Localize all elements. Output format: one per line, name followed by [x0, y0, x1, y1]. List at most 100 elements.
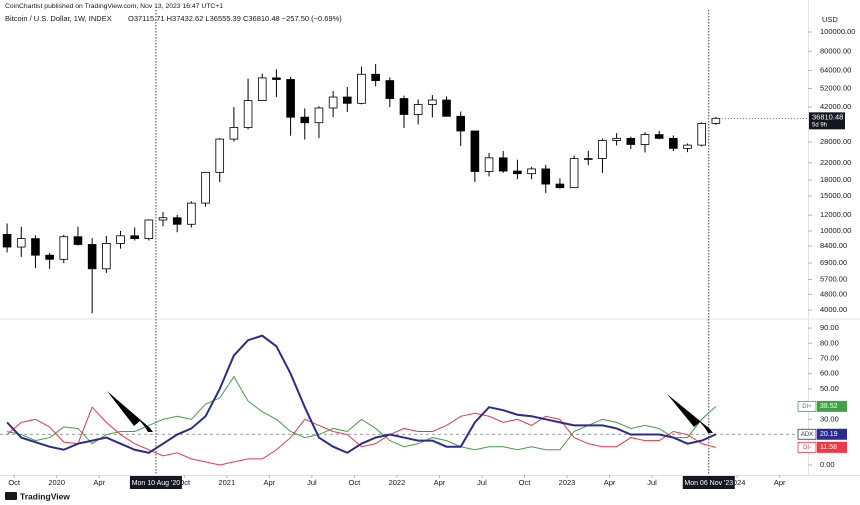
- candle-body: [640, 134, 650, 145]
- series-name: ADX: [801, 432, 813, 438]
- x-tick-label: Apr: [93, 478, 105, 487]
- candle-body: [385, 80, 395, 99]
- candle-body: [697, 123, 706, 146]
- series-name-box: [797, 428, 817, 440]
- x-tick-label: 2021: [218, 478, 235, 487]
- y-tick-label: 50.00: [820, 384, 839, 393]
- x-tick-label: Jul: [477, 478, 487, 487]
- candle-body: [102, 243, 111, 270]
- candle-body: [59, 236, 69, 260]
- candle-body: [187, 202, 196, 225]
- x-tick-label: Apr: [434, 478, 446, 487]
- series-value: 20.19: [820, 431, 838, 438]
- ohlc: O37115.71 H37432.62 L36555.39 C36810.48 …: [128, 14, 342, 23]
- candle-body: [215, 138, 225, 173]
- publisher: CoinChartist published on TradingView.co…: [5, 3, 223, 10]
- arrow: [667, 394, 713, 433]
- candle-body: [16, 238, 26, 248]
- y-tick-label: 0.00: [820, 460, 835, 469]
- y-tick-label: 22000.00: [820, 158, 851, 167]
- candle-body: [31, 238, 40, 256]
- candle-body: [130, 235, 139, 240]
- y-tick-label: 52000.00: [820, 83, 851, 92]
- candle-body: [342, 96, 352, 104]
- series-value: 11.58: [820, 444, 837, 451]
- candle-body: [144, 219, 154, 240]
- candle-body: [484, 157, 494, 172]
- candle-body: [87, 244, 97, 270]
- arrow: [107, 391, 153, 432]
- candle-body: [158, 217, 168, 221]
- y-tick-label: 42000.00: [820, 102, 851, 111]
- candle-body: [456, 115, 465, 132]
- candle-body: [598, 140, 607, 159]
- crosshair-label-box: [682, 476, 735, 489]
- x-tick-label: Jul: [647, 478, 657, 487]
- logo-icon: [5, 492, 17, 500]
- symbol: Bitcoin / U.S. Dollar, 1W, INDEX: [5, 14, 112, 23]
- x-tick-label: Jul: [307, 478, 317, 487]
- candle-body: [243, 100, 253, 128]
- y-tick-label: 90.00: [820, 323, 839, 332]
- candle-body: [498, 157, 508, 172]
- candle-body: [272, 77, 281, 80]
- y-tick-label: 70.00: [820, 353, 839, 362]
- x-tick-label: Oct: [8, 478, 21, 487]
- series-name: DI-: [803, 445, 811, 451]
- y-tick-label: 28000.00: [820, 137, 851, 146]
- candle-body: [683, 144, 692, 149]
- candle-body: [399, 98, 409, 115]
- series-name-box: [797, 400, 817, 412]
- candle-body: [654, 134, 664, 139]
- candle-body: [555, 183, 565, 189]
- candle-body: [626, 137, 636, 145]
- y-tick-label: 100000.00: [820, 27, 855, 36]
- candle-body: [513, 170, 522, 175]
- y-tick-label: 60.00: [820, 369, 839, 378]
- annotations: [107, 391, 713, 433]
- candle-body: [711, 117, 721, 124]
- candle-body: [2, 234, 12, 248]
- logo: TradingView: [5, 491, 70, 501]
- x-tick-label: Apr: [263, 478, 275, 487]
- series-value-box: [817, 400, 847, 412]
- countdown-label: 5d 9h: [812, 122, 827, 128]
- candle-body: [527, 168, 536, 175]
- series-value-box: [817, 441, 847, 453]
- x-tick-label: 2020: [48, 478, 65, 487]
- y-tick-label: 6900.00: [820, 258, 847, 267]
- indicator-line: [6, 406, 716, 466]
- candle-body: [669, 137, 678, 149]
- y-tick-label: 5700.00: [820, 274, 847, 283]
- x-tick-label: Apr: [604, 478, 616, 487]
- x-tick-label: 2023: [559, 478, 576, 487]
- candle-body: [229, 127, 239, 140]
- last-price-box: [809, 112, 845, 130]
- crosshair-label: Mon 10 Aug '20: [132, 480, 181, 487]
- candle-body: [257, 77, 267, 102]
- x-tick-label: Oct: [519, 478, 532, 487]
- y-tick-label: 12000.00: [820, 210, 851, 219]
- series-value: 38.52: [820, 403, 838, 410]
- last-price-label: 36810.48: [812, 112, 843, 121]
- background-layer: 4000.00 4800.00 5700.00 6900.00 8400.00 10000…: [0, 0, 860, 487]
- candle-body: [73, 236, 83, 245]
- candle-body: [314, 107, 324, 124]
- x-tick-label: Oct: [349, 478, 362, 487]
- series-value-box: [817, 428, 847, 440]
- candle-body: [286, 79, 295, 118]
- candle-body: [583, 158, 593, 160]
- y-tick-label: 4800.00: [820, 289, 847, 298]
- y-tick-label: 80.00: [820, 338, 839, 347]
- y-tick-label: 4000.00: [820, 305, 847, 314]
- crosshair-label: Mon 06 Nov '23: [684, 480, 733, 487]
- x-tick-label: 2022: [389, 478, 406, 487]
- candle-body: [470, 130, 480, 172]
- candle-body: [428, 99, 437, 105]
- candle-body: [172, 217, 182, 225]
- crosshair-label-box: [129, 476, 182, 489]
